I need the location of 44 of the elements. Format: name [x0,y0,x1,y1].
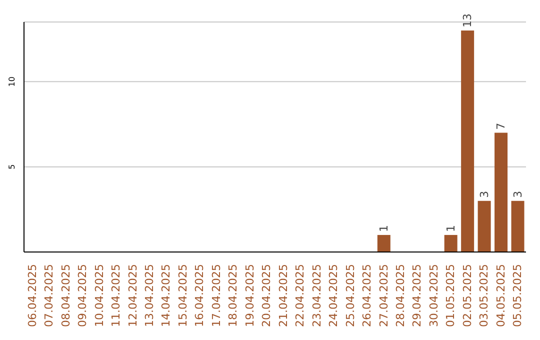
bar [377,234,390,252]
bar [444,234,458,252]
x-tick-label: 03.05.2025 [478,264,491,327]
bar [461,30,474,252]
x-tick-label: 14.04.2025 [160,264,173,327]
x-tick-label: 22.04.2025 [294,264,307,327]
data-label: 3 [511,190,524,198]
bar [494,132,508,252]
x-tick-label: 01.05.2025 [444,264,458,327]
x-tick-label: 08.04.2025 [59,264,72,327]
x-tick-label: 30.04.2025 [427,264,440,327]
x-tick-label: 19.04.2025 [243,264,256,327]
x-tick-label: 10.04.2025 [92,264,106,327]
x-tick-label: 06.04.2025 [26,264,39,327]
x-tick-label: 05.05.2025 [511,264,524,327]
x-tick-label: 09.04.2025 [76,264,90,327]
data-label: 3 [478,190,491,198]
data-label: 13 [461,14,474,28]
x-tick-label: 25.04.2025 [344,264,357,327]
bar [478,200,491,252]
bar [511,200,524,252]
x-tick-label: 15.04.2025 [176,264,190,327]
x-tick-label: 07.04.2025 [42,264,56,327]
data-label: 1 [444,224,458,232]
x-tick-label: 17.04.2025 [210,264,223,327]
x-tick-label: 21.04.2025 [276,264,290,327]
x-tick-label: 02.05.2025 [460,264,474,327]
x-tick-label: 16.04.2025 [193,264,206,327]
x-tick-label: 11.04.2025 [110,264,123,327]
x-tick-label: 23.04.2025 [310,264,324,327]
x-tick-label: 29.04.2025 [410,264,424,327]
x-tick-label: 27.04.2025 [377,264,390,327]
x-tick-label: 26.04.2025 [360,264,374,327]
x-tick-label: 13.04.2025 [143,264,156,327]
y-tick-label: 5 [8,164,16,170]
x-tick-label: 04.05.2025 [494,264,508,327]
data-label: 1 [377,224,390,232]
x-tick-label: 20.04.2025 [260,264,274,327]
y-tick-label: 10 [8,76,16,87]
x-tick-label: 24.04.2025 [327,264,340,327]
x-tick-label: 12.04.2025 [126,264,140,327]
x-tick-label: 18.04.2025 [226,264,240,327]
data-label: 7 [494,122,508,130]
x-tick-label: 28.04.2025 [394,264,407,327]
